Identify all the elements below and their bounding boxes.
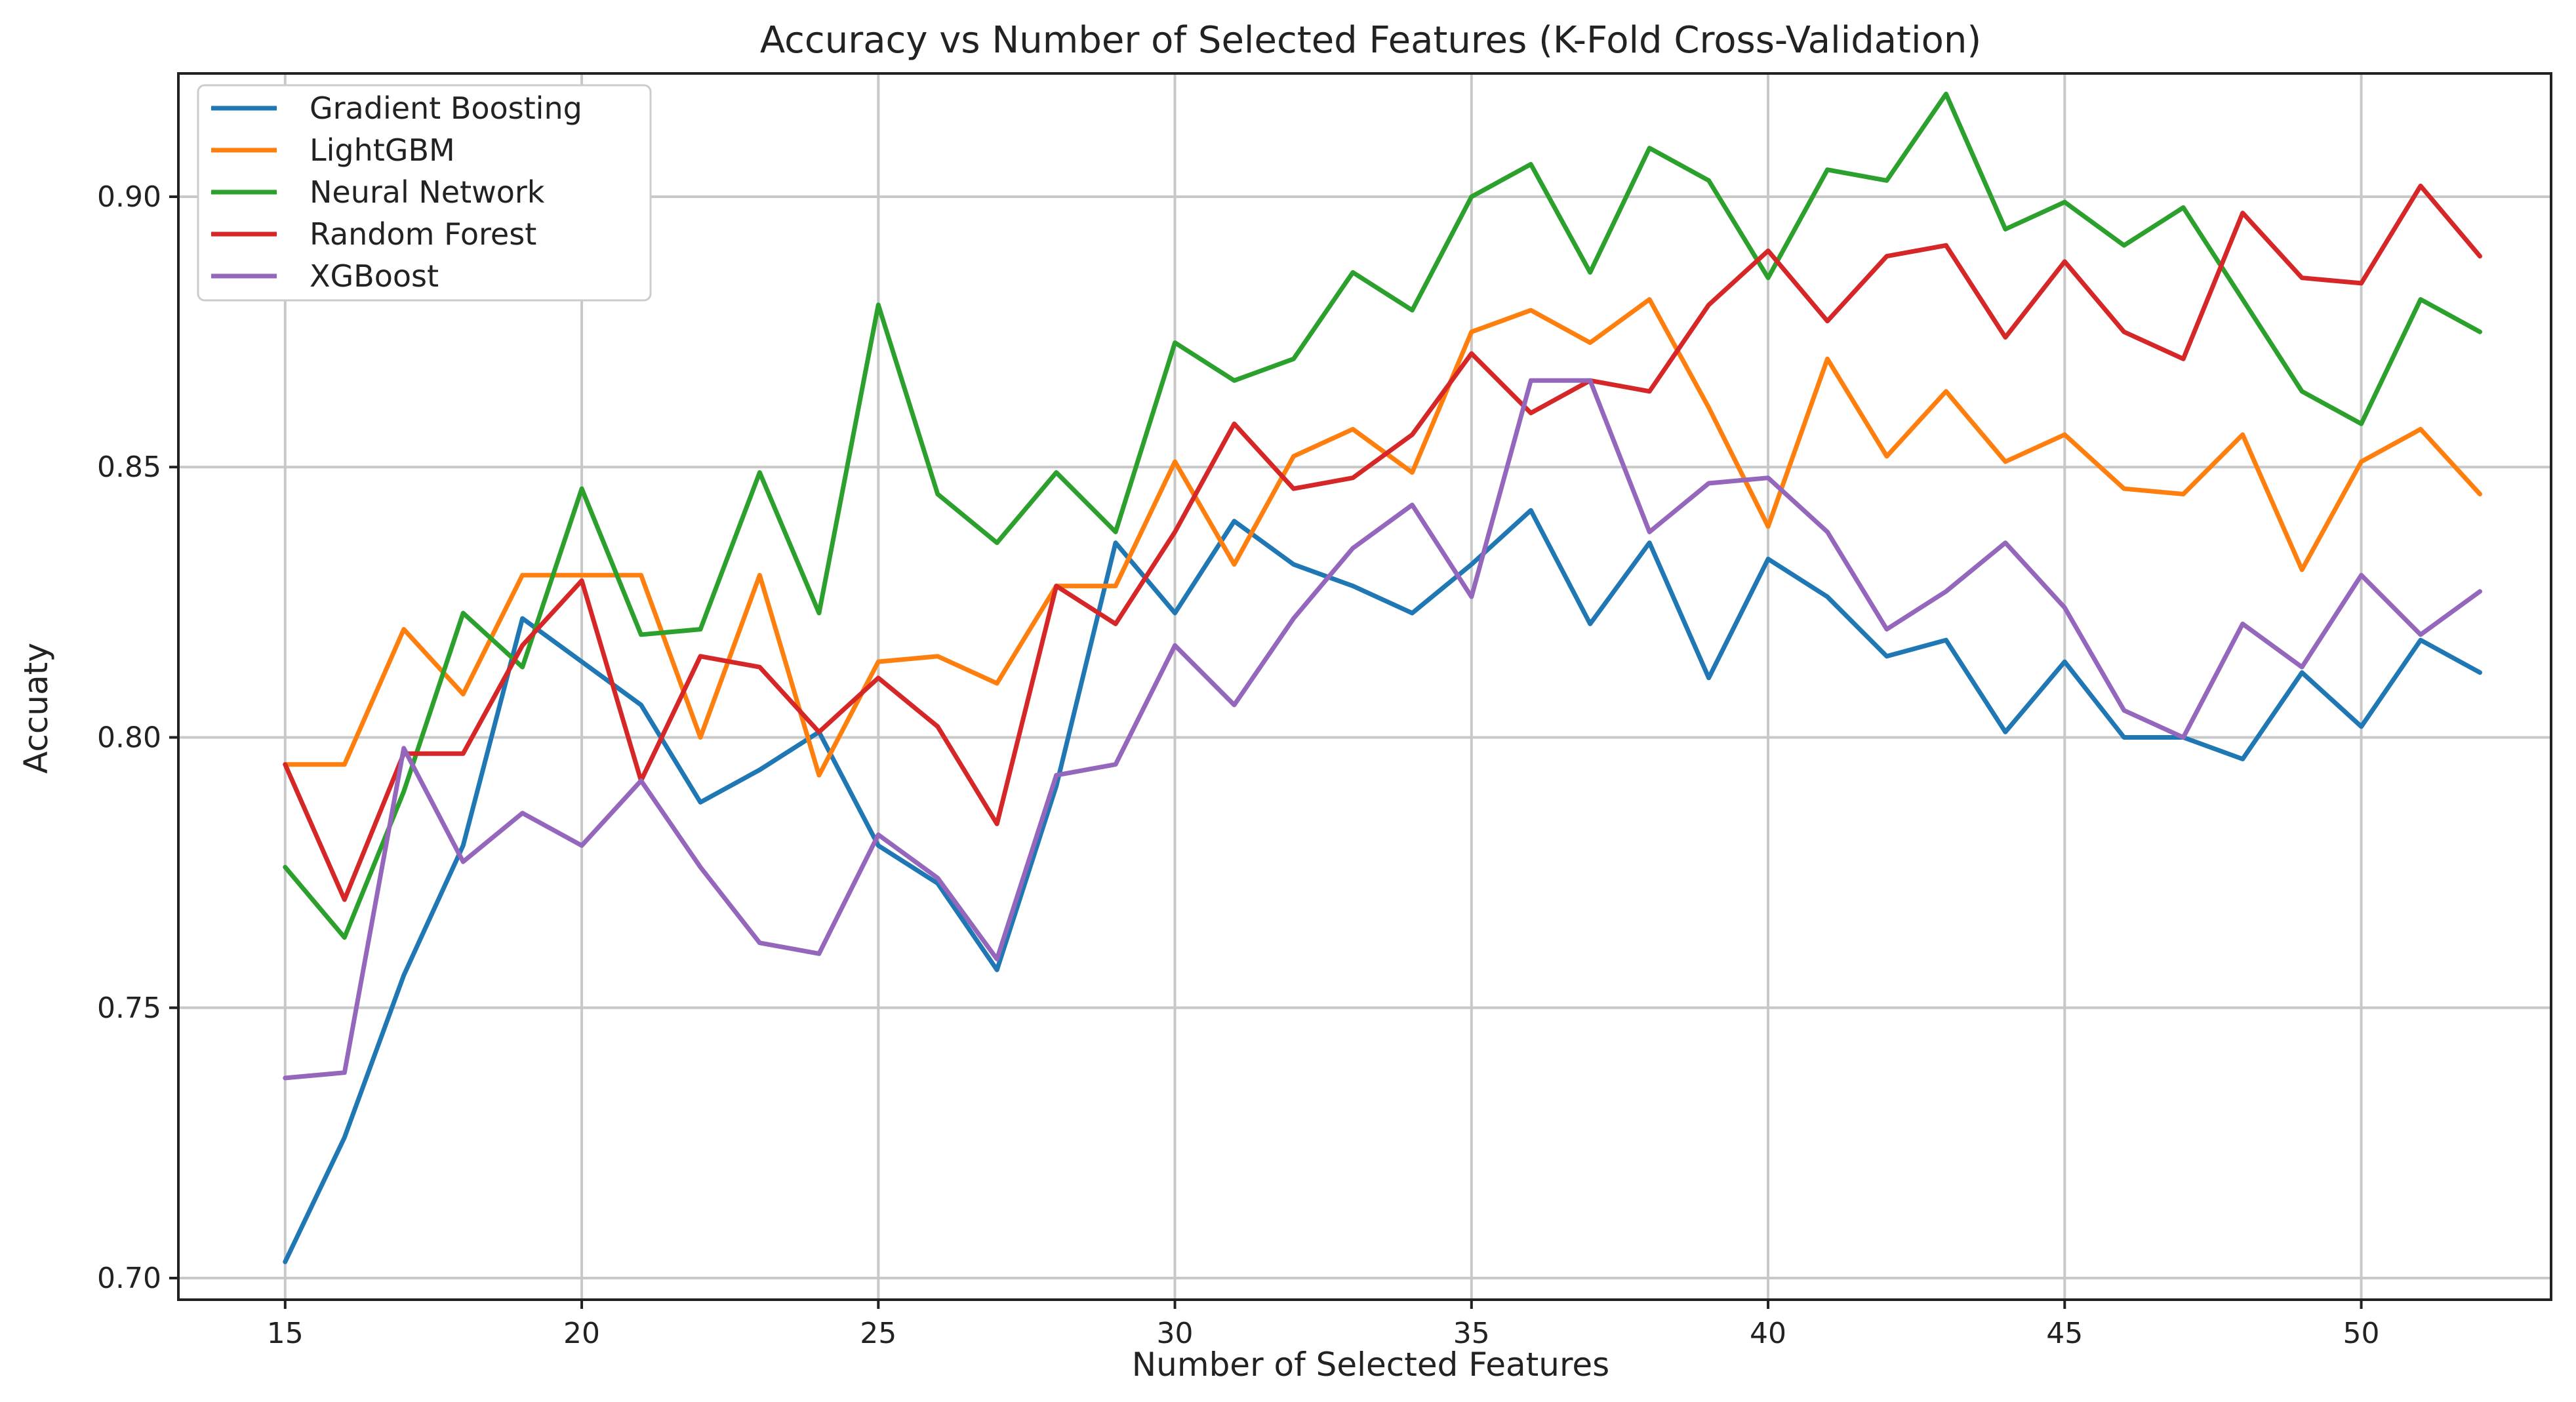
y-tick-label: 0.75	[97, 991, 161, 1025]
chart-title: Accuracy vs Number of Selected Features …	[760, 19, 1981, 62]
y-axis-label: Accuaty	[17, 643, 55, 774]
series-line-gradient-boosting	[283, 508, 2482, 1264]
series-line-random-forest	[283, 184, 2482, 902]
x-axis-label: Number of Selected Features	[1132, 1346, 1609, 1384]
legend-label-lightgbm: LightGBM	[310, 132, 455, 168]
x-tick-label: 15	[267, 1317, 304, 1350]
series-line-xgboost	[283, 378, 2482, 1081]
y-tick-label: 0.90	[97, 180, 161, 214]
legend-label-xgboost: XGBoost	[310, 258, 439, 294]
legend: Gradient Boosting LightGBM Neural Network R…	[197, 84, 652, 302]
ticks-layer: 15 20 25 30 35 40 45 50 0.70 0.75 0.80 0.85 0.90	[97, 180, 2380, 1350]
y-tick-label: 0.80	[97, 721, 161, 755]
series-line-neural-network	[283, 91, 2482, 940]
y-tick-label: 0.85	[97, 451, 161, 484]
legend-label-gradient-boosting: Gradient Boosting	[310, 90, 582, 126]
legend-label-random-forest: Random Forest	[310, 216, 536, 252]
series-line-lightgbm	[283, 297, 2482, 778]
x-tick-label: 40	[1750, 1317, 1786, 1350]
plot-frame	[177, 72, 2552, 1301]
legend-box	[197, 84, 652, 302]
x-tick-label: 45	[2046, 1317, 2083, 1350]
series-lines-layer	[283, 91, 2482, 1264]
x-tick-label: 35	[1453, 1317, 1490, 1350]
legend-items: Gradient Boosting LightGBM Neural Network R…	[211, 90, 582, 294]
x-tick-label: 30	[1157, 1317, 1194, 1350]
x-tick-label: 50	[2343, 1317, 2380, 1350]
y-tick-label: 0.70	[97, 1262, 161, 1295]
legend-label-neural-network: Neural Network	[310, 174, 545, 210]
x-tick-label: 25	[860, 1317, 896, 1350]
x-tick-label: 20	[563, 1317, 600, 1350]
